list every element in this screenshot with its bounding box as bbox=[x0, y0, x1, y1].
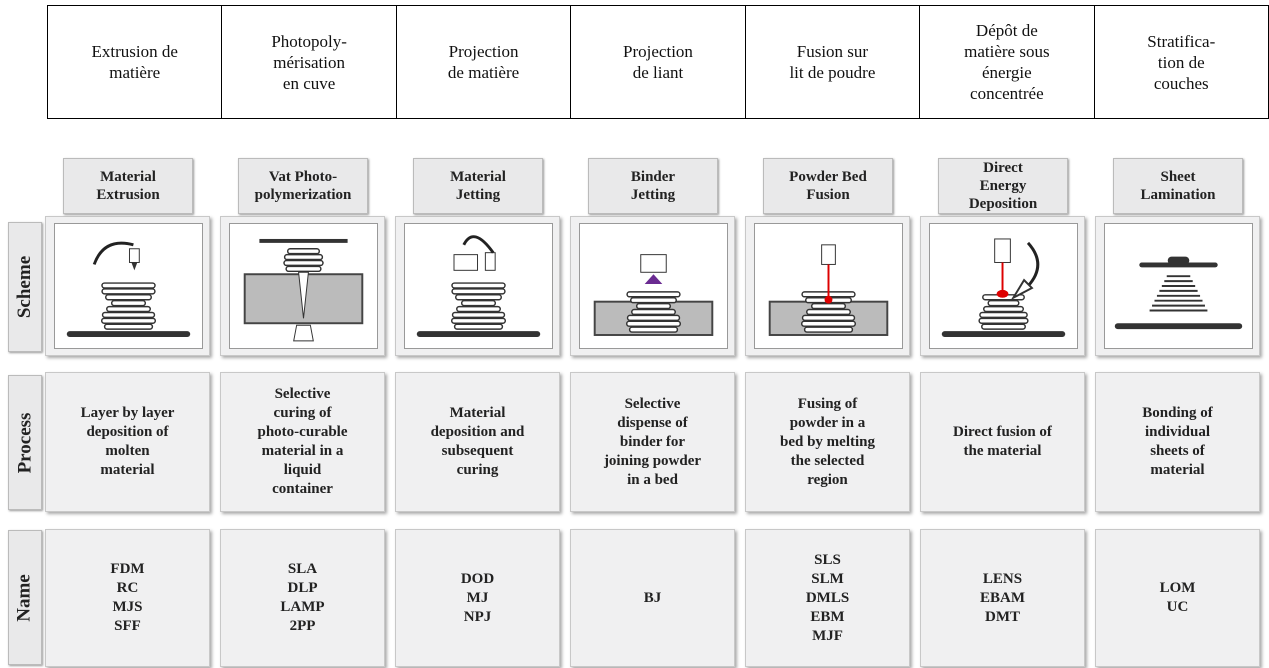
french-header: Photopoly- mérisation en cuve bbox=[221, 5, 397, 119]
technology-title: Sheet Lamination bbox=[1113, 158, 1243, 214]
process-text: Layer by layer deposition of molten mate… bbox=[45, 372, 210, 512]
process-acronym: EBAM bbox=[980, 589, 1025, 606]
process-acronym: DOD bbox=[460, 570, 495, 587]
process-acronym: BJ bbox=[643, 589, 662, 606]
process-acronym: 2PP bbox=[289, 618, 316, 634]
french-header: Dépôt de matière sous énergie concentrée bbox=[919, 5, 1095, 119]
scheme-drawing bbox=[593, 254, 714, 336]
process-acronym: DMLS bbox=[805, 589, 850, 606]
technology-title: Binder Jetting bbox=[588, 158, 718, 214]
process-acronym: MJS bbox=[112, 599, 143, 615]
name-box: BJ bbox=[570, 529, 735, 667]
scheme-frame bbox=[1104, 223, 1253, 349]
scheme-drawing bbox=[416, 235, 541, 337]
process-acronym: MJ bbox=[466, 589, 489, 606]
name-box: SLS SLM DMLS EBM MJF bbox=[745, 529, 910, 667]
process-acronym: MJF bbox=[812, 627, 843, 644]
scheme-box bbox=[45, 216, 210, 356]
scheme-drawing bbox=[768, 244, 889, 336]
scheme-box bbox=[220, 216, 385, 356]
process-acronym: SLS bbox=[814, 551, 841, 568]
process-acronym: RC bbox=[116, 580, 139, 596]
scheme-drawing bbox=[66, 241, 191, 337]
technology-title: Vat Photo- polymerization bbox=[238, 158, 368, 214]
scheme-drawing bbox=[941, 238, 1066, 337]
scheme-box bbox=[570, 216, 735, 356]
french-header: Projection de liant bbox=[570, 5, 746, 119]
technology-title: Direct Energy Deposition bbox=[938, 158, 1068, 214]
name-box: FDM RC MJS SFF bbox=[45, 529, 210, 667]
row-label-text: Name bbox=[14, 573, 36, 622]
process-acronym: SLA bbox=[287, 561, 318, 577]
scheme-drawing bbox=[1114, 256, 1243, 330]
french-header: Projection de matière bbox=[395, 5, 572, 119]
name-box: DOD MJ NPJ bbox=[395, 529, 560, 667]
process-acronym: LAMP bbox=[280, 599, 325, 615]
process-acronym: LOM bbox=[1159, 580, 1196, 596]
row-label: Name bbox=[8, 530, 42, 665]
french-header: Fusion sur lit de poudre bbox=[744, 5, 921, 119]
scheme-frame bbox=[754, 223, 903, 349]
process-acronym: UC bbox=[1166, 599, 1189, 615]
name-box: LOM UC bbox=[1095, 529, 1260, 667]
scheme-frame bbox=[579, 223, 728, 349]
scheme-drawing bbox=[243, 238, 364, 342]
process-text: Selective dispense of binder for joining… bbox=[570, 372, 735, 512]
scheme-box bbox=[1095, 216, 1260, 356]
scheme-frame bbox=[229, 223, 378, 349]
french-header: Extrusion de matière bbox=[47, 5, 223, 119]
process-acronym: SLM bbox=[811, 570, 844, 587]
scheme-box bbox=[920, 216, 1085, 356]
row-label: Scheme bbox=[8, 222, 42, 352]
scheme-frame bbox=[54, 223, 203, 349]
process-acronym: NPJ bbox=[463, 608, 492, 625]
technology-title: Powder Bed Fusion bbox=[763, 158, 893, 214]
process-text: Fusing of powder in a bed by melting the… bbox=[745, 372, 910, 512]
process-acronym: SFF bbox=[114, 618, 141, 634]
process-acronym: DLP bbox=[287, 580, 318, 596]
name-box: SLA DLP LAMP 2PP bbox=[220, 529, 385, 667]
process-text: Material deposition and subsequent curin… bbox=[395, 372, 560, 512]
technology-title: Material Jetting bbox=[413, 158, 543, 214]
process-text: Bonding of individual sheets of material bbox=[1095, 372, 1260, 512]
row-label-text: Scheme bbox=[14, 255, 36, 319]
name-box: LENS EBAM DMT bbox=[920, 529, 1085, 667]
french-header: Stratifica- tion de couches bbox=[1093, 5, 1269, 119]
process-acronym: LENS bbox=[982, 570, 1023, 587]
process-text: Direct fusion of the material bbox=[920, 372, 1085, 512]
scheme-frame bbox=[404, 223, 553, 349]
scheme-frame bbox=[929, 223, 1078, 349]
scheme-box bbox=[745, 216, 910, 356]
process-acronym: DMT bbox=[985, 608, 1020, 625]
row-label: Process bbox=[8, 375, 42, 510]
scheme-box bbox=[395, 216, 560, 356]
technology-title: Material Extrusion bbox=[63, 158, 193, 214]
process-text: Selective curing of photo-curable materi… bbox=[220, 372, 385, 512]
row-label-text: Process bbox=[14, 412, 36, 473]
process-acronym: FDM bbox=[110, 561, 145, 577]
process-acronym: EBM bbox=[810, 608, 845, 625]
